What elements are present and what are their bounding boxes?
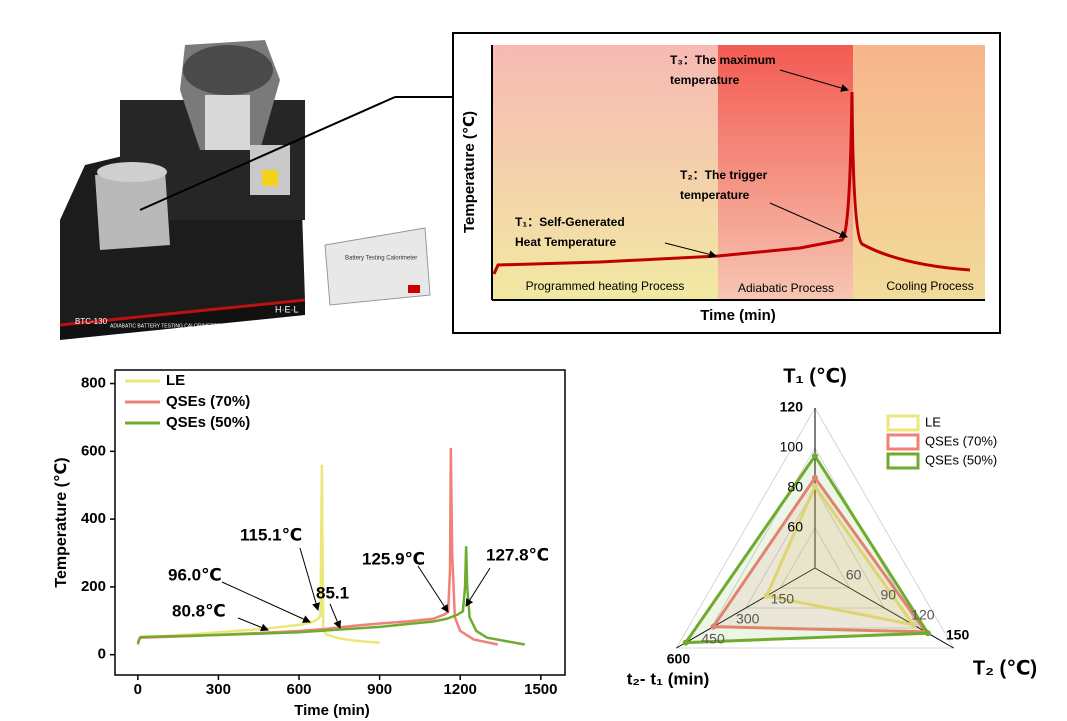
axis-tick-label: 150 — [771, 591, 795, 607]
legend-swatch — [886, 414, 920, 432]
y-tick-label: 600 — [81, 442, 106, 459]
photo-label: BTC-130 — [75, 317, 108, 326]
annotation: temperature — [670, 73, 740, 87]
radar-area — [764, 483, 917, 627]
photo-label: ADIABATIC BATTERY TESTING CALORIMETER — [110, 323, 221, 329]
axis-tick-label: 120 — [780, 399, 804, 415]
radar-axis — [676, 567, 816, 649]
annotation: 125.9℃ — [362, 549, 425, 568]
y-axis-title: Temperature (℃) — [461, 111, 478, 233]
annotation: 85.1 — [316, 583, 349, 602]
photo-label: Battery Testing Calorimeter — [345, 256, 417, 262]
x-tick-label: 1200 — [444, 681, 477, 698]
annotation-arrow — [299, 547, 320, 611]
x-tick-label: 1500 — [524, 681, 557, 698]
y-tick-label: 200 — [81, 578, 106, 595]
data-line — [136, 546, 525, 646]
annotation: 127.8℃ — [486, 545, 549, 564]
axis-tick-label: 100 — [780, 439, 804, 455]
axis-title: T₂ (℃) — [973, 657, 1037, 679]
radar-point — [763, 593, 770, 599]
x-tick-label: 600 — [287, 681, 312, 698]
radar-area — [682, 453, 931, 645]
radar-point — [812, 483, 818, 490]
x-tick-label: 300 — [206, 681, 231, 698]
charts: 0 300 600 900 1200 1500 0 200 400 600 800 Time (min… — [53, 365, 1037, 719]
axis-title: T₁ (℃) — [783, 365, 847, 387]
annotation: T₁：Self-Generated — [515, 215, 625, 229]
axis-title: t₂- t₁ (min) — [627, 669, 710, 688]
grid-ring — [745, 487, 885, 609]
y-axis-title: Temperature (℃) — [53, 457, 70, 587]
x-tick-label: 0 — [134, 681, 142, 698]
annotation: 115.1℃ — [240, 525, 302, 544]
axis-tick-label: 450 — [701, 631, 725, 647]
x-axis-title: Time (min) — [700, 307, 776, 324]
axis-tick-label: 80 — [787, 479, 803, 495]
radar-point — [682, 639, 689, 646]
plot-frame — [114, 369, 566, 676]
legend-label: LE — [166, 372, 185, 389]
region-label: Adiabatic Process — [738, 281, 834, 295]
y-tick-label: 0 — [98, 646, 106, 663]
photo-label: H·E·L — [275, 304, 299, 314]
annotation: T₃：The maximum — [670, 53, 776, 67]
legend-label: QSEs (50%) — [925, 452, 997, 467]
annotation-arrow — [417, 565, 449, 613]
y-tick-label: 400 — [81, 510, 106, 527]
annotation-arrow — [237, 617, 269, 632]
legend-swatch — [886, 433, 920, 451]
legend-label: QSEs (70%) — [925, 433, 997, 448]
axis-tick-label: 300 — [736, 611, 760, 627]
region-label: Programmed heating Process — [526, 279, 685, 293]
radar-point — [910, 621, 917, 628]
annotation: T₂：The trigger — [680, 168, 768, 182]
radar-point — [924, 630, 931, 637]
y-tick-label: 800 — [81, 375, 106, 392]
annotation: Heat Temperature — [515, 235, 616, 249]
axis-tick-label: 120 — [911, 607, 935, 623]
annotation-arrow — [465, 567, 491, 607]
x-tick-label: 900 — [367, 681, 392, 698]
schematic: Programmed heating Process Adiabatic Pro… — [452, 32, 1001, 334]
axis-tick-label: 60 — [846, 567, 862, 583]
x-axis-title: Time (min) — [294, 702, 370, 719]
grid-ring — [779, 527, 851, 589]
radar-point — [812, 453, 818, 459]
region-label: Cooling Process — [886, 279, 973, 293]
grid-ring — [675, 407, 955, 649]
legend-label: QSEs (70%) — [166, 393, 250, 410]
annotation: 96.0℃ — [168, 565, 222, 584]
annotation-arrow — [221, 581, 311, 623]
annotation-arrow — [329, 603, 341, 629]
radar-area — [710, 475, 929, 634]
annotation: 80.8℃ — [172, 601, 226, 620]
legend-label: LE — [925, 414, 941, 429]
axis-tick-label: 600 — [667, 651, 691, 667]
legend-label: QSEs (50%) — [166, 414, 250, 431]
legend-swatch — [886, 452, 920, 470]
radar-point — [812, 474, 818, 481]
axis-tick-label: 60 — [787, 519, 803, 535]
radar-point — [710, 623, 717, 630]
axis-tick-label: 90 — [880, 587, 896, 603]
axis-tick-label: 150 — [946, 627, 970, 643]
photo: BTC-130 ADIABATIC BATTERY TESTING CALORI… — [59, 40, 453, 340]
annotation: temperature — [680, 188, 750, 202]
